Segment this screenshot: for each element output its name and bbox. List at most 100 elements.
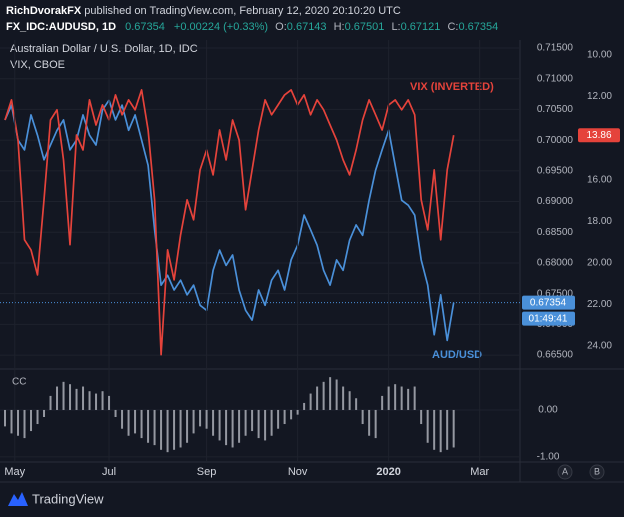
bar (114, 409, 117, 417)
bar (140, 409, 143, 439)
ohlc-value: 0.67143 (286, 21, 327, 33)
bar (147, 409, 150, 443)
bar (56, 386, 59, 410)
y2-tick-label: 20.00 (587, 257, 612, 268)
bar (374, 409, 377, 439)
button-a-label[interactable]: A (562, 466, 568, 476)
x-tick-label: Mar (470, 466, 489, 478)
change: +0.00224 (+0.33%) (173, 21, 269, 33)
bar (251, 409, 254, 432)
bar (4, 409, 7, 427)
ohlc-key: H: (333, 21, 345, 33)
button-b-label[interactable]: B (594, 466, 600, 476)
pane-title: CC (12, 377, 26, 388)
y-tick-label: 0.70500 (537, 104, 574, 115)
y-tick-label: 0.71500 (537, 43, 574, 54)
bar (277, 409, 280, 429)
bar (134, 409, 137, 434)
bar (62, 381, 65, 410)
bar (127, 409, 130, 436)
bar (290, 409, 293, 420)
y-tick-label: 0.68000 (537, 258, 574, 269)
bar (426, 409, 429, 443)
button-b[interactable] (589, 464, 605, 480)
bar (160, 409, 163, 450)
x-tick-label: Jul (102, 466, 116, 478)
bar (413, 386, 416, 410)
bar (49, 395, 52, 410)
bar (400, 386, 403, 410)
button-a[interactable] (557, 464, 573, 480)
bar (257, 409, 260, 439)
header-line-1: RichDvorakFX published on TradingView.co… (6, 3, 618, 19)
x-tick-label: Sep (197, 466, 217, 478)
bar (225, 409, 228, 446)
bar (381, 395, 384, 410)
bar (101, 391, 104, 410)
series-annotation: AUD/USD (432, 349, 482, 361)
y2-tick-label: 12.00 (587, 91, 612, 102)
bar (69, 384, 72, 410)
y-tick-label: -1.00 (537, 451, 560, 462)
series-line (4, 89, 455, 356)
last-value-tag (578, 128, 620, 143)
bar (348, 391, 351, 410)
bar (186, 409, 189, 443)
y-tick-label: 0.69000 (537, 196, 574, 207)
bar (407, 388, 410, 410)
bar (179, 409, 182, 448)
y-tick-label: 0.71000 (537, 73, 574, 84)
y-tick-label: 0.69500 (537, 165, 574, 176)
bar (238, 409, 241, 443)
series-line (4, 99, 455, 342)
bar (296, 409, 299, 415)
bar (95, 393, 98, 410)
bar (394, 384, 397, 410)
ohlc-value: 0.67354 (458, 21, 499, 33)
bar (173, 409, 176, 450)
symbol: FX_IDC:AUDUSD, 1D (6, 21, 117, 33)
legend-entry: VIX, CBOE (10, 59, 65, 71)
bar (205, 409, 208, 429)
ohlc-key: L: (391, 21, 401, 33)
bar (212, 409, 215, 436)
bar (17, 409, 20, 436)
bar (270, 409, 273, 436)
bar (10, 409, 13, 434)
bar (153, 409, 156, 446)
logo-text: TradingView (32, 491, 104, 506)
bar (43, 409, 46, 417)
last-value-tag (522, 295, 575, 310)
legend-entry: Australian Dollar / U.S. Dollar, 1D, IDC (10, 43, 198, 55)
bar (420, 409, 423, 425)
price: 0.67354 (125, 21, 165, 33)
y2-tick-label: 16.00 (587, 174, 612, 185)
bar (335, 379, 338, 410)
bar (218, 409, 221, 441)
bar (433, 409, 436, 450)
y2-tick-label: 22.00 (587, 299, 612, 310)
bar (446, 409, 449, 450)
y2-tick-label: 18.00 (587, 216, 612, 227)
bar (166, 409, 169, 453)
bar (387, 386, 390, 410)
y-tick-label: 0.70000 (537, 135, 574, 146)
bar (121, 409, 124, 429)
bar (342, 386, 345, 410)
logo: TradingView (8, 491, 104, 506)
ohlc-key: O: (275, 21, 287, 33)
bar (88, 391, 91, 410)
bar (361, 409, 364, 425)
bar (355, 398, 358, 410)
author: RichDvorakFX (6, 5, 82, 17)
bar (36, 409, 39, 425)
published: published on TradingView.com, February 1… (84, 5, 401, 17)
bar (452, 409, 455, 448)
x-tick-label: 2020 (376, 466, 400, 478)
bar (82, 386, 85, 410)
bar (75, 388, 78, 410)
bar (192, 409, 195, 434)
